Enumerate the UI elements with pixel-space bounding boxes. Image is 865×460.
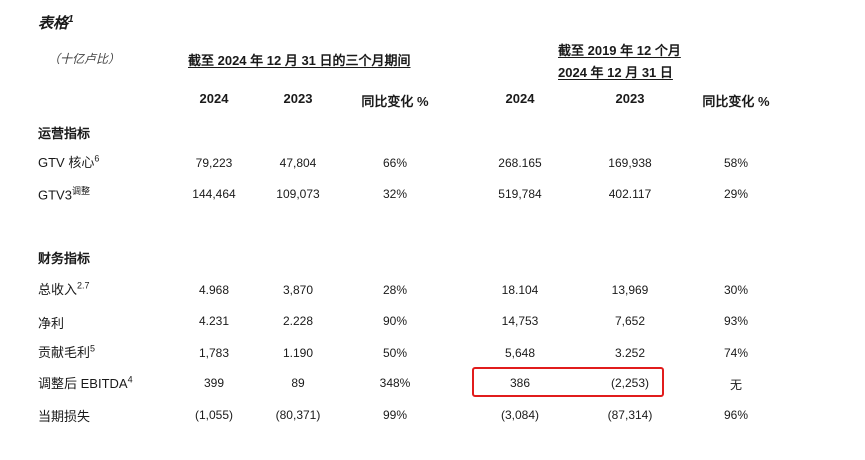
table-cell: 4.231 <box>198 314 230 328</box>
col-header-2023-y: 2023 <box>615 91 645 106</box>
col-header-2023-q: 2023 <box>283 91 313 106</box>
table-cell: 14,753 <box>501 314 539 328</box>
table-cell: 50% <box>382 346 408 360</box>
row-label-period-loss: 当期损失 <box>38 406 90 425</box>
table-cell: 7,652 <box>614 314 646 328</box>
col-header-2024-q: 2024 <box>199 91 229 106</box>
table-cell: 402.117 <box>608 187 652 201</box>
table-cell: 96% <box>723 408 749 422</box>
row-label-text: GTV 核心 <box>38 155 95 170</box>
row-footnote: 调整 <box>71 186 90 196</box>
quarter-period-header: 截至 2024 年 12 月 31 日的三个月期间 <box>188 53 411 68</box>
table-cell: 2.228 <box>282 314 314 328</box>
table-cell: 无 <box>729 378 742 392</box>
table-cell: 79,223 <box>195 156 233 170</box>
table-cell: 3.252 <box>614 346 646 360</box>
table-cell: 30% <box>723 283 749 297</box>
table-cell: 348% <box>379 376 411 390</box>
table-cell: (2,253) <box>610 376 650 390</box>
table-cell: 1,783 <box>198 346 230 360</box>
table-cell: 99% <box>382 408 408 422</box>
row-label-net-revenue: 净利 <box>38 313 64 332</box>
table-cell: 74% <box>723 346 749 360</box>
row-label-text: 调整后 EBITDA <box>38 376 128 391</box>
table-cell: 47,804 <box>279 156 317 170</box>
table-cell: 13,969 <box>611 283 649 297</box>
table-cell: (87,314) <box>607 408 653 422</box>
row-label-text: GTV3 <box>38 187 72 203</box>
table-cell: 28% <box>382 283 408 297</box>
row-footnote: 4 <box>127 374 133 385</box>
table-cell: 3,870 <box>282 283 314 297</box>
row-label-contribution-margin: 贡献毛利5 <box>38 342 95 361</box>
table-cell: 18.104 <box>501 283 539 297</box>
table-cell: 4.968 <box>198 283 230 297</box>
row-label-text: 贡献毛利 <box>38 345 91 360</box>
section-operating: 运营指标 <box>38 126 91 141</box>
row-label-text: 总收入 <box>38 282 78 297</box>
table-cell: 399 <box>203 376 225 390</box>
unit-label: （十亿卢比） <box>48 52 121 66</box>
title-text: 表格 <box>38 15 69 32</box>
table-cell: 144,464 <box>192 187 236 201</box>
row-label-gtv-core: GTV 核心6 <box>38 152 99 171</box>
col-header-yoy-y: 同比变化 % <box>702 94 770 109</box>
row-label-gtv3: GTV3调整 <box>38 184 90 202</box>
row-footnote: 6 <box>94 153 100 164</box>
table-cell: 386 <box>509 376 531 390</box>
table-cell: (1,055) <box>194 408 234 422</box>
table-cell: 93% <box>723 314 749 328</box>
table-cell: 32% <box>382 187 408 201</box>
row-footnote: 2.7 <box>77 280 90 291</box>
row-label-text: 净利 <box>38 316 65 331</box>
col-header-yoy-q: 同比变化 % <box>361 94 429 109</box>
col-header-2024-y: 2024 <box>505 91 535 106</box>
table-cell: (80,371) <box>275 408 321 422</box>
highlight-box <box>472 367 664 397</box>
table-cell: 29% <box>723 187 749 201</box>
row-label-text: 当期损失 <box>38 409 91 424</box>
table-cell: (3,084) <box>500 408 540 422</box>
table-cell: 89 <box>291 376 305 390</box>
table-cell: 1.190 <box>282 346 314 360</box>
range-period-header-line1: 截至 2019 年 12 个月 <box>558 43 681 58</box>
row-footnote: 5 <box>90 343 96 354</box>
table-cell: 519,784 <box>498 187 542 201</box>
table-title: 表格1 <box>38 12 74 33</box>
section-financial: 财务指标 <box>38 251 91 266</box>
table-cell: 5,648 <box>504 346 536 360</box>
row-label-total-revenue: 总收入2.7 <box>38 279 90 298</box>
title-footnote: 1 <box>68 14 74 25</box>
range-period-header-line2: 2024 年 12 月 31 日 <box>558 65 673 80</box>
table-cell: 90% <box>382 314 408 328</box>
row-label-adjusted-ebitda: 调整后 EBITDA4 <box>38 373 133 392</box>
table-cell: 109,073 <box>276 187 320 201</box>
table-cell: 268.165 <box>498 156 542 170</box>
table-cell: 169,938 <box>608 156 652 170</box>
table-cell: 66% <box>382 156 408 170</box>
table-cell: 58% <box>723 156 749 170</box>
